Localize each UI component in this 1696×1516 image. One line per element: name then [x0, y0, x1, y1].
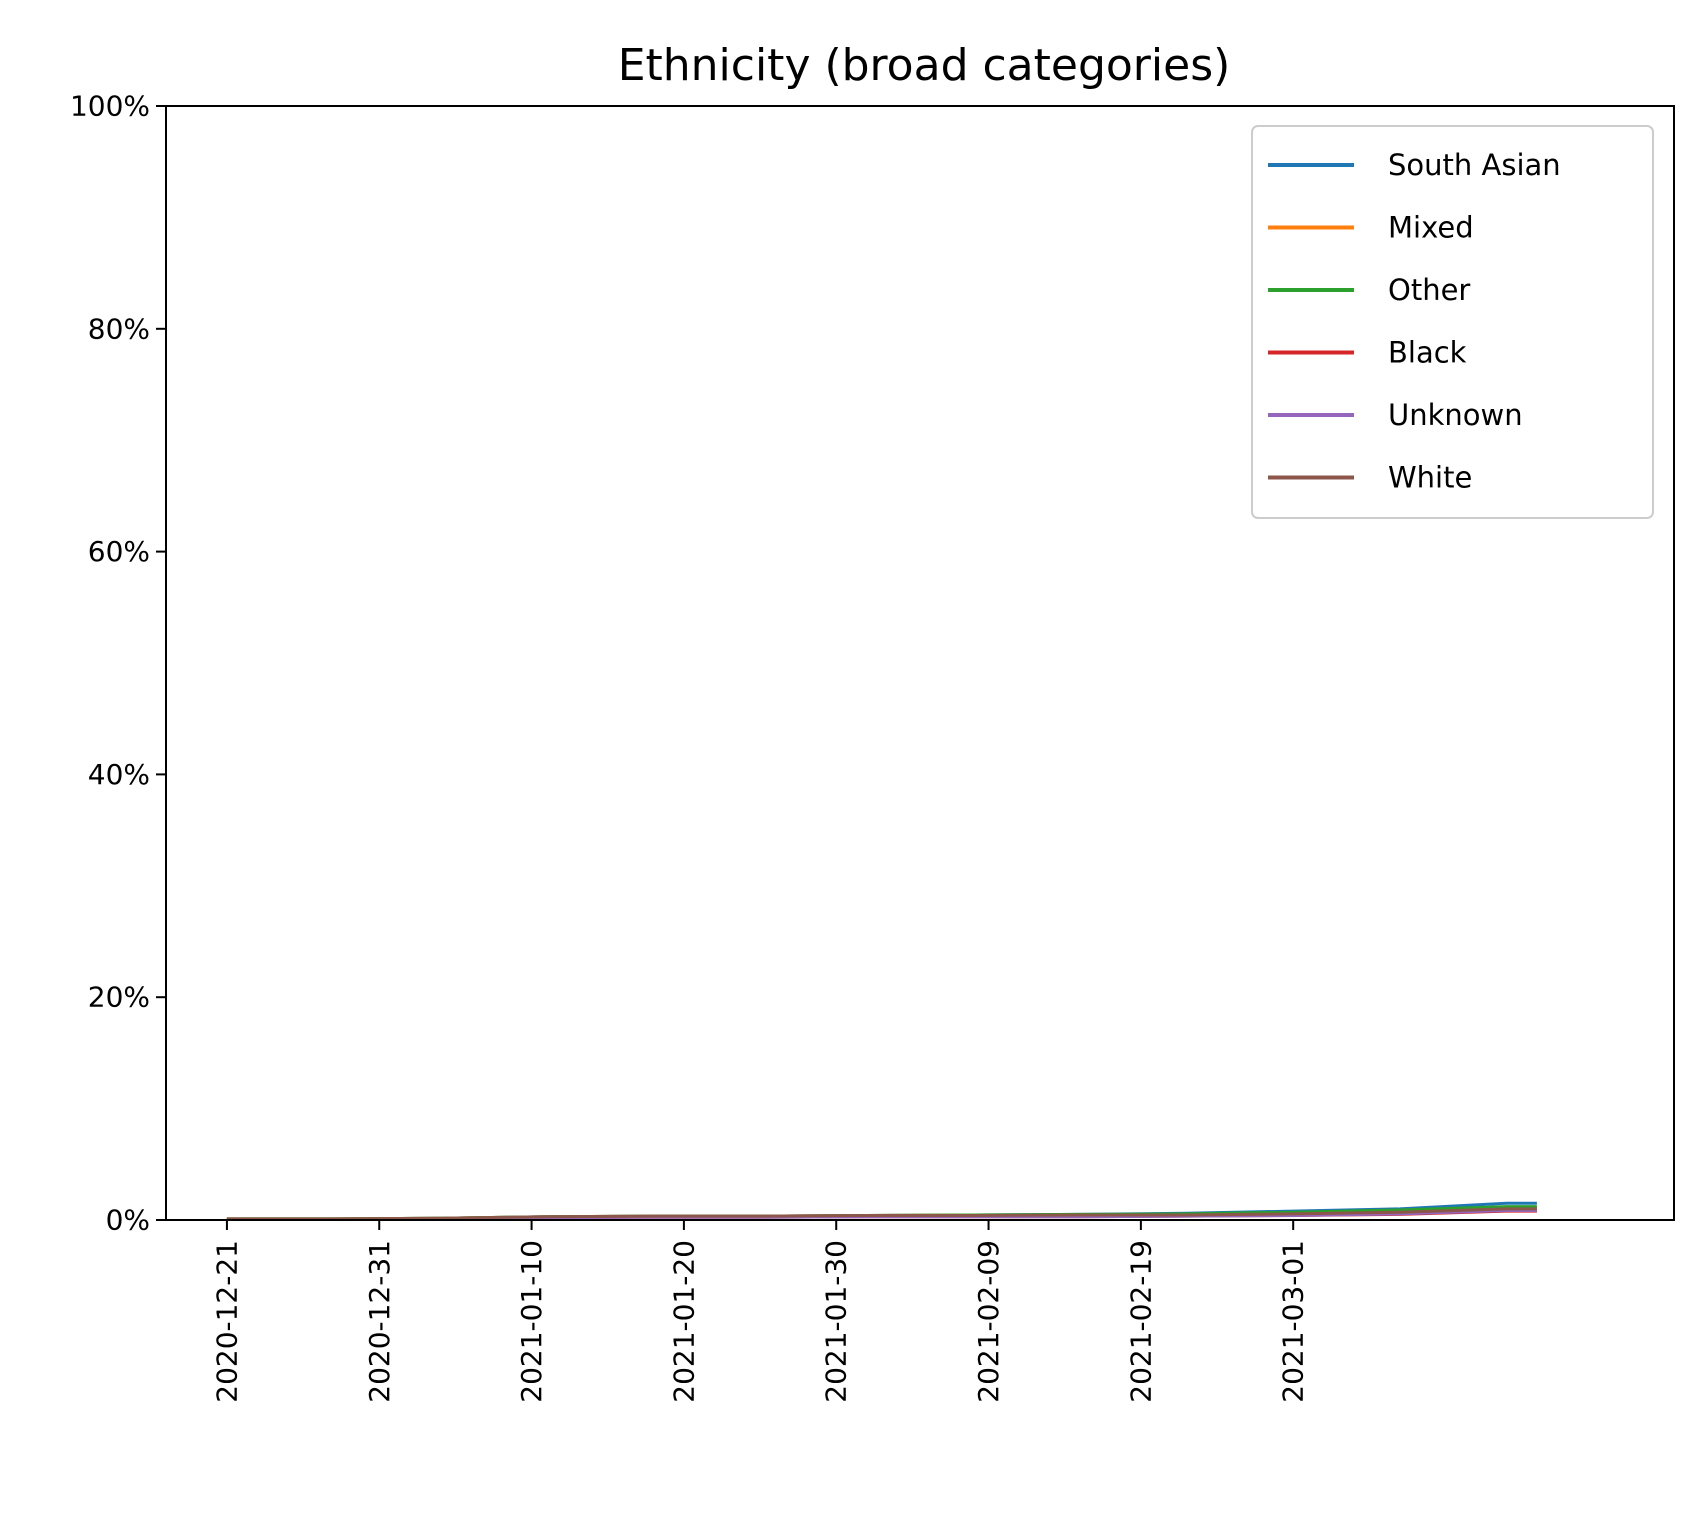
series-line-white	[226, 1207, 1537, 1221]
x-tick-label: 2021-01-20	[667, 1240, 700, 1403]
x-axis: 2020-12-21 2020-12-31 2021-01-10 2021-01-20…	[210, 1220, 1310, 1403]
chart-title: Ethnicity (broad categories)	[618, 40, 1231, 91]
x-tick-label: 2021-03-01	[1277, 1240, 1310, 1403]
x-tick-label: 2020-12-21	[210, 1240, 243, 1403]
legend-box	[1251, 125, 1654, 519]
y-tick-label: 60%	[88, 535, 150, 568]
x-tick-label: 2021-02-09	[972, 1240, 1005, 1403]
x-tick-label: 2021-01-30	[820, 1240, 853, 1403]
y-tick-label: 100%	[70, 90, 150, 123]
x-tick-label: 2021-01-10	[515, 1240, 548, 1403]
y-tick-label: 20%	[88, 981, 150, 1014]
legend-label: White	[1388, 461, 1472, 495]
plot-frame	[165, 105, 1675, 1221]
y-tick-label: 0%	[106, 1204, 150, 1237]
y-tick-label: 80%	[88, 312, 150, 345]
y-axis: 0% 20% 40% 60% 80% 100%	[70, 90, 166, 1237]
legend-label: Mixed	[1388, 211, 1474, 245]
legend-label: Unknown	[1388, 398, 1523, 432]
x-tick-label: 2020-12-31	[363, 1240, 396, 1403]
legend-label: South Asian	[1388, 148, 1561, 182]
y-tick-label: 40%	[88, 758, 150, 791]
legend-label: Black	[1388, 336, 1467, 370]
x-tick-label: 2021-02-19	[1124, 1240, 1157, 1403]
legend-label: Other	[1388, 273, 1470, 307]
plot-lines	[226, 1201, 1537, 1221]
legend: South Asian Mixed Other Black Unknown White	[1251, 125, 1654, 519]
